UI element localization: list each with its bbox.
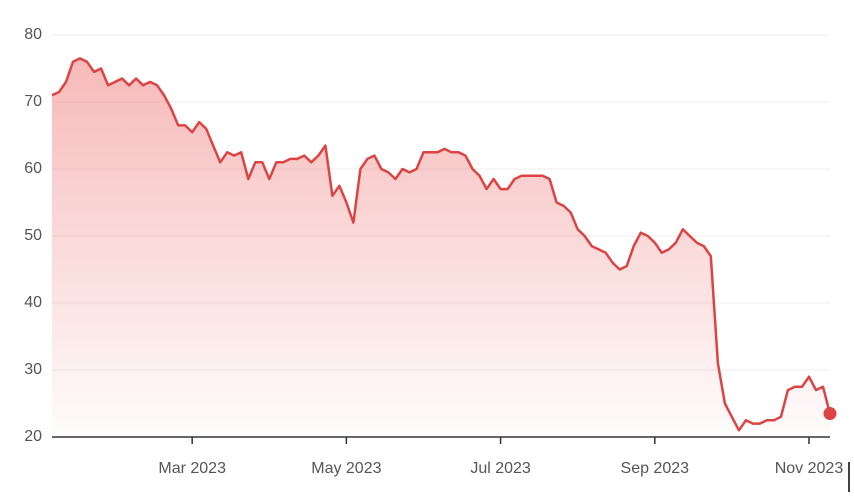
y-tick-label: 40 — [24, 294, 42, 311]
area-fill — [52, 58, 830, 438]
x-tick-label: Sep 2023 — [621, 460, 690, 477]
x-tick-label: Nov 2023 — [775, 460, 844, 477]
x-tick-label: Jul 2023 — [470, 460, 531, 477]
x-tick-label: Mar 2023 — [158, 460, 226, 477]
price-line — [51, 57, 832, 432]
y-tick-label: 20 — [24, 428, 42, 445]
y-tick-label: 60 — [24, 160, 42, 177]
plot — [51, 57, 837, 438]
y-tick-label: 80 — [24, 26, 42, 43]
y-tick-label: 30 — [24, 361, 42, 378]
last-point — [823, 407, 837, 421]
y-tick-label: 50 — [24, 227, 42, 244]
y-tick-label: 70 — [24, 93, 42, 110]
x-tick-label: May 2023 — [311, 460, 381, 477]
